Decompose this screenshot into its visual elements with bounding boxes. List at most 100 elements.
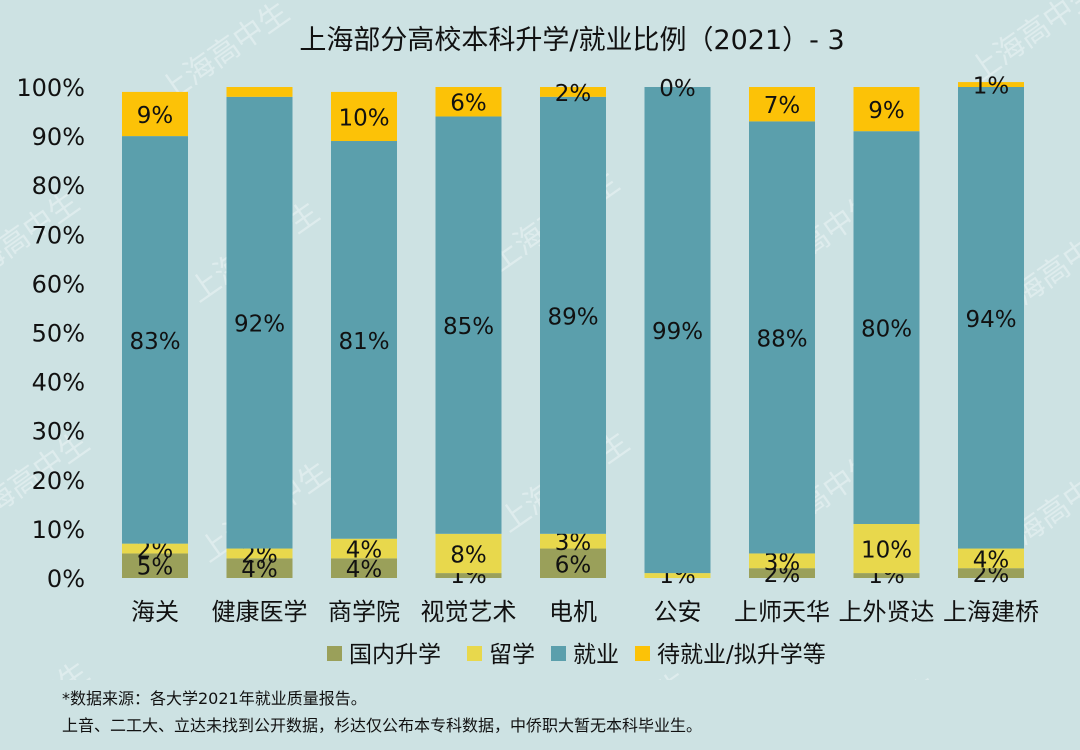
bar-segment bbox=[122, 553, 188, 578]
legend-swatch bbox=[467, 646, 482, 661]
data-label: 99% bbox=[652, 319, 703, 345]
legend-label: 待就业/拟升学等 bbox=[657, 642, 826, 668]
legend-swatch bbox=[327, 646, 342, 661]
bar-stack: 6%3% 89% 2% bbox=[540, 81, 606, 578]
data-label: 4% bbox=[346, 557, 383, 583]
bar-segment bbox=[331, 558, 397, 578]
data-label: 10% bbox=[861, 538, 912, 564]
legend-label: 就业 bbox=[573, 642, 619, 668]
bar-segment bbox=[958, 568, 1024, 578]
legend-item: 国内升学 bbox=[327, 642, 441, 668]
bar-stack: 2%3%88%7% bbox=[749, 87, 815, 588]
bars-layer: 5%2%83%9%4%2%92%4%4%81%10%1%8%85%6%6%3%8… bbox=[122, 74, 1024, 589]
data-label: 6% bbox=[555, 552, 592, 578]
legend-label: 国内升学 bbox=[349, 642, 441, 668]
bar-segment bbox=[749, 87, 815, 122]
bar-segment bbox=[331, 91, 397, 142]
data-label: 1% bbox=[973, 74, 1010, 100]
y-tick-label: 70% bbox=[32, 221, 85, 249]
data-label: 89% bbox=[547, 304, 598, 330]
data-label: 3% bbox=[764, 550, 801, 576]
x-tick-label: 电机 bbox=[549, 598, 597, 626]
bar-segment bbox=[958, 548, 1024, 569]
bar-segment bbox=[644, 573, 711, 578]
data-label: 3% bbox=[555, 530, 592, 556]
data-label: 5% bbox=[137, 555, 174, 581]
bar-segment bbox=[853, 131, 920, 524]
bar-stack: 1%10%80%9% bbox=[853, 87, 920, 589]
data-label: 10% bbox=[338, 105, 389, 131]
bar-segment bbox=[435, 533, 502, 574]
data-label: 80% bbox=[861, 317, 912, 343]
stacked-bar-chart: 上海高中生上海高中生上海高中生上海高中生上海高中生上海高中生上海高中生上海高中生… bbox=[0, 0, 1080, 680]
bar-stack: 4%2%92% bbox=[226, 87, 293, 583]
y-tick-label: 30% bbox=[32, 418, 85, 446]
legend-swatch bbox=[635, 646, 650, 661]
bar-stack: 2%4%94%1% bbox=[958, 74, 1024, 588]
bar-segment bbox=[749, 568, 815, 578]
y-tick-label: 80% bbox=[32, 172, 85, 200]
bar-segment bbox=[226, 558, 293, 578]
data-label: 9% bbox=[868, 98, 905, 124]
bar-segment bbox=[540, 87, 606, 97]
bar-segment bbox=[749, 121, 815, 554]
bar-segment bbox=[122, 136, 188, 544]
bar-segment bbox=[540, 96, 606, 534]
legend-swatch bbox=[551, 646, 566, 661]
legend-label: 留学 bbox=[489, 642, 535, 668]
y-tick-label: 0% bbox=[47, 565, 85, 593]
legend-item: 就业 bbox=[551, 642, 619, 668]
bar-segment bbox=[435, 87, 502, 117]
y-tick-label: 60% bbox=[32, 270, 85, 298]
y-tick-label: 50% bbox=[32, 320, 85, 348]
bar-segment bbox=[853, 573, 920, 578]
x-tick-label: 商学院 bbox=[328, 598, 400, 626]
data-label: 88% bbox=[756, 326, 807, 352]
legend-item: 留学 bbox=[467, 642, 535, 668]
data-label: 81% bbox=[338, 329, 389, 355]
bar-segment bbox=[958, 82, 1024, 87]
bar-segment bbox=[749, 553, 815, 569]
x-tick-label: 健康医学 bbox=[212, 598, 308, 626]
bar-segment bbox=[853, 523, 920, 574]
bar-segment bbox=[435, 573, 502, 578]
y-tick-label: 90% bbox=[32, 123, 85, 151]
bar-segment bbox=[226, 96, 293, 549]
y-axis: 0% 10% 20% 30% 40% 50% 60% 70% 80% 90% 100% bbox=[16, 74, 85, 593]
data-label: 83% bbox=[129, 329, 180, 355]
y-tick-label: 20% bbox=[32, 467, 85, 495]
watermark-text: 上海高中生 bbox=[803, 670, 946, 680]
chart-title: 上海部分高校本科升学/就业比例（2021）- 3 bbox=[299, 25, 844, 56]
data-label: 2% bbox=[555, 81, 592, 107]
data-label: 4% bbox=[973, 547, 1010, 573]
bar-segment bbox=[226, 548, 293, 559]
data-label: 85% bbox=[443, 314, 494, 340]
x-tick-label: 公安 bbox=[654, 598, 702, 626]
bar-stack: 1%8%85%6% bbox=[435, 87, 502, 589]
data-label: 7% bbox=[764, 93, 801, 119]
data-label: 0% bbox=[659, 76, 696, 102]
data-label: 8% bbox=[450, 542, 487, 568]
data-label: 94% bbox=[965, 307, 1016, 333]
bar-segment bbox=[958, 87, 1024, 549]
bar-segment bbox=[122, 91, 188, 137]
legend-item: 待就业/拟升学等 bbox=[635, 642, 826, 668]
bar-stack: 5%2%83%9% bbox=[122, 91, 188, 581]
y-tick-label: 40% bbox=[32, 369, 85, 397]
x-tick-label: 上外贤达 bbox=[839, 598, 935, 626]
watermark-text: 上海高中生 bbox=[0, 655, 96, 680]
bar-segment bbox=[853, 87, 920, 132]
bar-segment bbox=[540, 533, 606, 549]
y-tick-label: 10% bbox=[32, 516, 85, 544]
x-tick-label: 海关 bbox=[131, 598, 179, 626]
bar-segment bbox=[226, 87, 293, 97]
footnote-note: 上音、二工大、立达未找到公开数据，杉达仅公布本专科数据，中侨职大暂无本科毕业生。 bbox=[62, 716, 703, 735]
legend: 国内升学 留学 就业 待就业/拟升学等 bbox=[327, 642, 826, 668]
x-axis-labels: 海关 健康医学 商学院 视觉艺术 电机 公安 上师天华 上外贤达 上海建桥 bbox=[131, 598, 1039, 626]
bar-segment bbox=[331, 141, 397, 539]
data-label: 6% bbox=[450, 91, 487, 117]
data-label: 4% bbox=[346, 538, 383, 564]
x-tick-label: 上师天华 bbox=[734, 598, 830, 626]
bar-stack: 4%4% 81% 10% bbox=[331, 91, 397, 583]
footnote-source: *数据来源：各大学2021年就业质量报告。 bbox=[62, 689, 367, 708]
